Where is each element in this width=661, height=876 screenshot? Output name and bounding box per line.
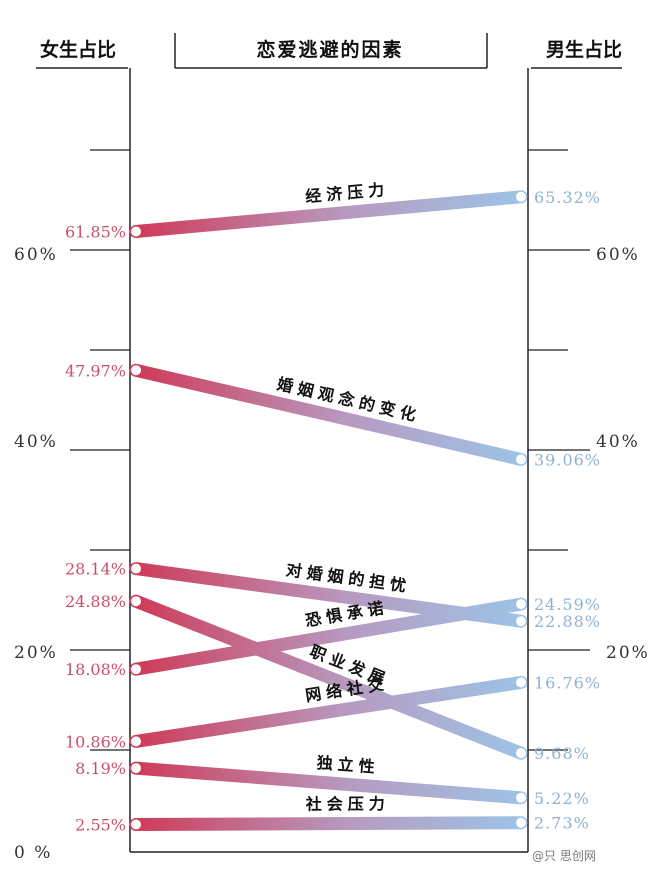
female-value-label: 18.08% <box>65 660 126 679</box>
female-value-label: 2.55% <box>75 816 126 835</box>
category-label: 社会压力 <box>305 794 390 813</box>
male-value-label: 24.59% <box>534 595 601 614</box>
male-point <box>516 454 526 465</box>
male-value-label: 39.06% <box>534 450 601 469</box>
watermark: @只 思创网 <box>532 849 596 863</box>
category-label: 独立性 <box>316 753 380 777</box>
male-point <box>516 748 526 759</box>
male-value-label: 16.76% <box>534 673 601 692</box>
female-point <box>131 664 141 675</box>
left-tick-label: 60% <box>14 245 58 265</box>
right-tick-label: 20% <box>606 643 650 663</box>
category-label: 经济压力 <box>305 180 390 206</box>
right-tick-label: 40% <box>596 432 640 452</box>
male-point <box>516 677 526 688</box>
female-value-label: 10.86% <box>65 732 126 751</box>
female-point <box>131 563 141 574</box>
male-value-label: 9.68% <box>534 744 590 763</box>
right-axis-header: 男生占比 <box>546 38 622 61</box>
female-value-label: 47.97% <box>65 361 126 380</box>
male-point <box>516 616 526 627</box>
series-line <box>129 597 528 676</box>
male-value-label: 5.22% <box>534 789 590 808</box>
female-point <box>131 736 141 747</box>
male-point <box>516 191 526 202</box>
male-value-label: 2.73% <box>534 814 590 833</box>
series-line <box>129 675 528 748</box>
male-value-label: 65.32% <box>534 188 601 207</box>
right-tick-label: 60% <box>596 245 640 265</box>
female-value-label: 24.88% <box>65 592 126 611</box>
left-axis-header: 女生占比 <box>40 38 116 61</box>
series-line <box>129 761 528 805</box>
series-line <box>129 363 528 466</box>
series-lines <box>129 190 528 831</box>
female-point <box>131 819 141 830</box>
chart-title: 恋爱逃避的因素 <box>256 38 403 61</box>
female-point <box>131 596 141 607</box>
female-value-label: 8.19% <box>75 759 126 778</box>
female-point <box>131 763 141 774</box>
series-line <box>129 816 528 831</box>
male-point <box>516 599 526 610</box>
male-value-label: 22.88% <box>534 612 601 631</box>
series-line <box>129 190 528 238</box>
male-point <box>516 792 526 803</box>
female-point <box>131 226 141 237</box>
left-tick-label: 20% <box>14 643 58 663</box>
series-line <box>129 594 528 760</box>
tick-marks <box>70 149 590 751</box>
left-tick-label: 40% <box>14 432 58 452</box>
female-value-label: 61.85% <box>65 223 126 242</box>
left-tick-label: 0 % <box>14 843 52 863</box>
female-value-label: 28.14% <box>65 560 126 579</box>
male-point <box>516 817 526 828</box>
female-point <box>131 365 141 376</box>
